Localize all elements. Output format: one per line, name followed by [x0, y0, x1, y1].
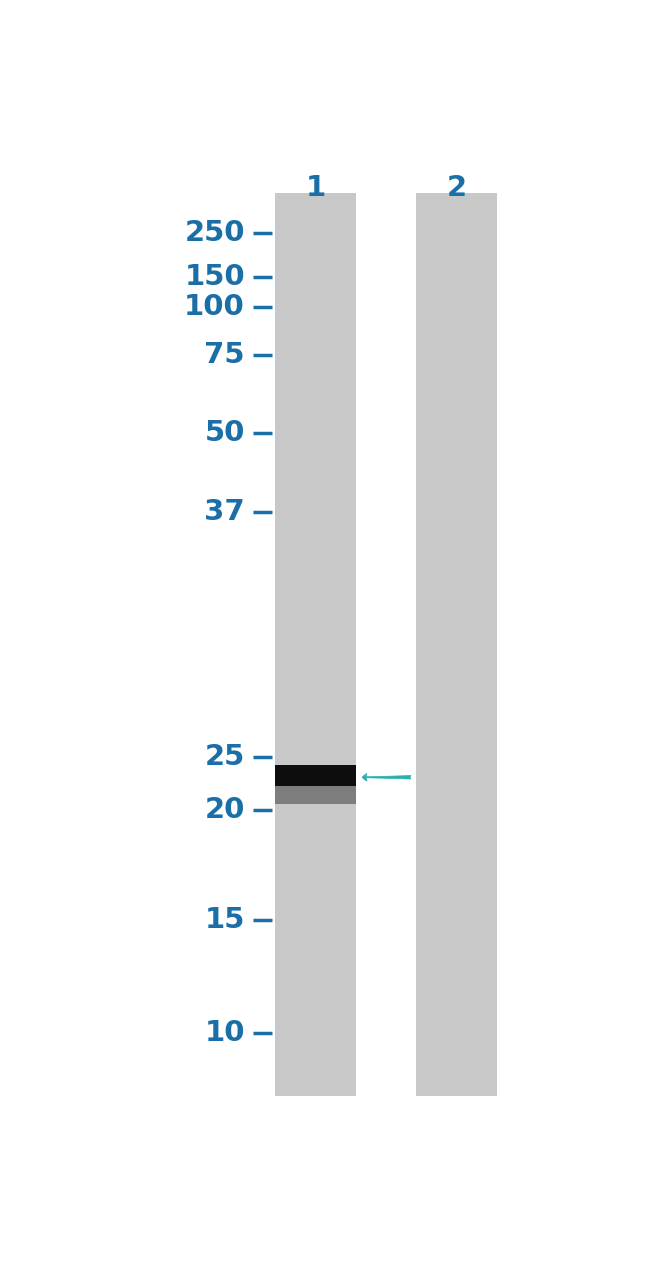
- Text: 50: 50: [205, 419, 245, 447]
- Text: 150: 150: [185, 263, 245, 291]
- Bar: [275, 193, 356, 1096]
- Text: 1: 1: [306, 174, 326, 202]
- Bar: [275, 765, 356, 786]
- Text: 20: 20: [205, 795, 245, 823]
- Text: 2: 2: [447, 174, 467, 202]
- Text: 10: 10: [205, 1019, 245, 1046]
- Text: 37: 37: [204, 498, 245, 526]
- Text: 25: 25: [205, 743, 245, 771]
- Text: 15: 15: [205, 906, 245, 933]
- Text: 75: 75: [205, 340, 245, 368]
- Text: 250: 250: [185, 218, 245, 246]
- Text: 100: 100: [184, 293, 245, 321]
- Bar: [416, 193, 497, 1096]
- Bar: [275, 779, 356, 804]
